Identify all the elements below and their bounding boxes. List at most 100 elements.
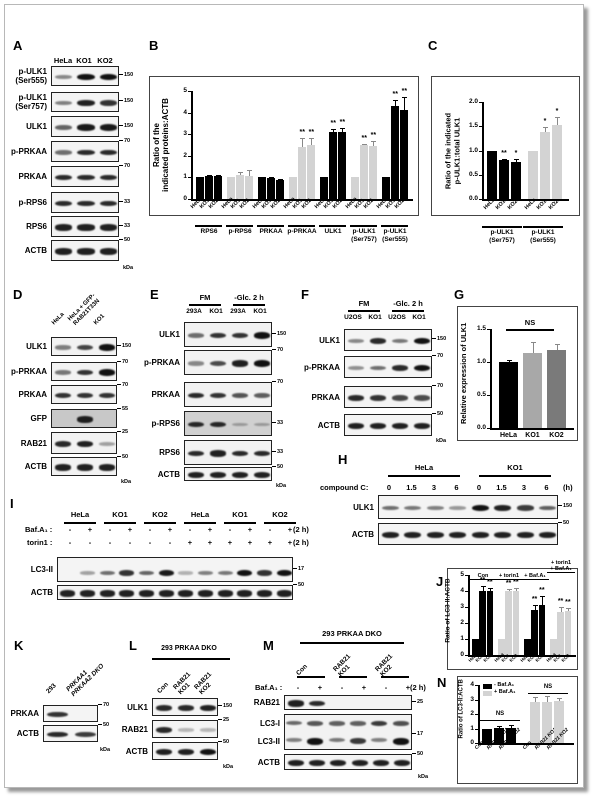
baf-sign: - xyxy=(296,683,300,692)
molecular-weight-marker: 70 xyxy=(119,163,130,169)
protein-band xyxy=(404,531,422,539)
bar xyxy=(530,701,540,743)
protein-band xyxy=(539,531,557,539)
baf-sign: + xyxy=(207,525,213,534)
protein-band xyxy=(328,721,345,726)
western-blot-strip xyxy=(284,754,412,770)
baf-sign: + xyxy=(87,525,93,534)
error-bar-cap xyxy=(278,178,284,180)
bar xyxy=(236,175,245,199)
error-bar-cap xyxy=(557,698,562,700)
western-blot-strip xyxy=(152,742,218,760)
bar xyxy=(505,591,512,655)
baf-sign: - xyxy=(148,525,152,534)
significance-marker: ** xyxy=(539,586,545,594)
protein-band xyxy=(392,738,409,745)
protein-band xyxy=(308,700,326,707)
protein-band xyxy=(394,759,411,767)
protein-band xyxy=(231,471,249,479)
protein-band xyxy=(54,200,72,207)
panel-label-e: E xyxy=(150,287,159,302)
bar xyxy=(360,145,369,199)
protein-band xyxy=(198,590,213,597)
protein-band xyxy=(307,721,324,726)
y-axis xyxy=(191,91,193,199)
western-blot-strip xyxy=(184,350,272,375)
blot-label-a: p-ULK1 (Ser757) xyxy=(15,93,47,111)
protein-band xyxy=(139,570,154,576)
western-blot-strip xyxy=(344,414,432,436)
molecular-weight-marker: 150 xyxy=(272,331,286,337)
protein-band xyxy=(76,440,94,448)
protein-band xyxy=(98,464,116,471)
baf-sign: + xyxy=(405,683,411,692)
blot-label-a: ACTB xyxy=(24,246,47,255)
error-bar-cap xyxy=(558,607,564,608)
condition-label: compound C: xyxy=(320,483,369,492)
error-bar xyxy=(560,607,562,612)
western-blot-strip xyxy=(43,705,98,722)
group-underline xyxy=(350,225,377,227)
y-tick-label: 0.5 xyxy=(468,170,478,178)
protein-band xyxy=(155,748,173,756)
bar xyxy=(538,605,546,655)
blot-label-k: PRKAA xyxy=(10,709,39,718)
protein-band xyxy=(77,99,95,107)
group-underline xyxy=(226,225,253,227)
protein-band xyxy=(187,361,205,366)
strain-header: 293 PRKAA DKO xyxy=(161,645,217,652)
blot-label-e: p-PRKAA xyxy=(144,358,180,367)
baf-sign: + xyxy=(247,525,253,534)
lane-label: U2OS xyxy=(388,314,406,321)
protein-band xyxy=(307,738,324,745)
protein-band xyxy=(351,759,368,767)
torin-sign: + xyxy=(227,538,233,547)
molecular-weight-marker: 150 xyxy=(119,72,133,78)
y-axis-label: Relative expression of ULK1 xyxy=(458,322,468,424)
group-label: + Baf.A₁ xyxy=(521,573,549,580)
y-tick-mark xyxy=(479,199,482,200)
timepoint-label: 0 xyxy=(476,483,482,492)
protein-band xyxy=(54,100,72,106)
group-label: HeLa xyxy=(190,510,210,519)
protein-band xyxy=(209,421,227,428)
protein-band xyxy=(276,569,292,577)
lane-label: 293A xyxy=(186,308,202,315)
molecular-weight-marker: 150 xyxy=(119,123,133,129)
x-axis xyxy=(482,199,569,201)
condition-underline xyxy=(233,304,265,306)
protein-band xyxy=(253,450,271,457)
protein-band xyxy=(54,125,72,130)
protein-band xyxy=(158,569,174,577)
error-bar-cap xyxy=(331,129,337,131)
protein-band xyxy=(449,506,467,510)
protein-band xyxy=(471,531,489,539)
group-label: RPS6 xyxy=(200,228,218,235)
x-axis xyxy=(468,655,576,657)
lane-label: KO1 xyxy=(76,56,92,65)
error-bar-cap xyxy=(509,724,514,726)
y-tick-mark xyxy=(465,639,468,640)
x-category-label: KO2 xyxy=(549,432,564,439)
bar xyxy=(554,701,564,743)
error-bar-cap xyxy=(340,127,346,129)
y-tick-label: 1 xyxy=(183,173,187,181)
torin-sign: - xyxy=(168,538,172,547)
y-tick-mark xyxy=(479,150,482,152)
western-blot-strip xyxy=(378,523,558,545)
bar xyxy=(369,145,378,199)
significance-label: NS xyxy=(524,318,536,327)
group-underline xyxy=(388,475,460,477)
protein-band xyxy=(177,748,195,756)
protein-band xyxy=(100,248,118,255)
group-underline xyxy=(381,676,409,678)
significance-line xyxy=(480,720,520,721)
protein-band xyxy=(391,365,409,371)
protein-band xyxy=(209,360,227,367)
panel-label-c: C xyxy=(428,38,438,53)
protein-band xyxy=(178,571,194,575)
protein-band xyxy=(76,416,94,423)
protein-band xyxy=(99,570,115,576)
error-bar-cap xyxy=(513,587,519,589)
group-underline xyxy=(288,225,315,227)
